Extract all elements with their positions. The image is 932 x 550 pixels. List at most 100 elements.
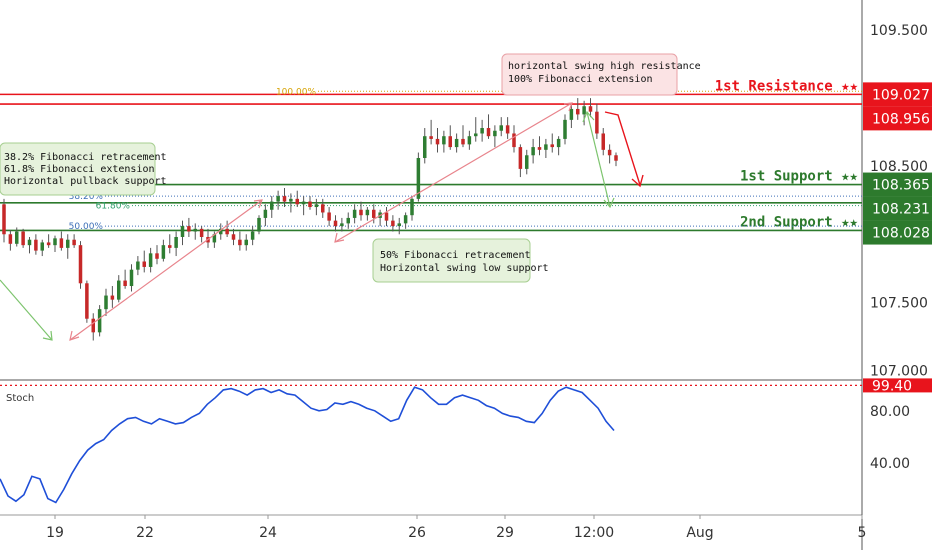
candle-body: [346, 217, 351, 224]
candle-body: [155, 253, 159, 259]
key-level-name: 1st Resistance ★★: [715, 78, 859, 94]
candle-body: [467, 136, 472, 145]
candle-body: [505, 125, 510, 134]
callout-top-box: [501, 53, 678, 96]
candle-body: [410, 198, 414, 216]
candle-body: [454, 138, 459, 148]
stoch-axis-tick: 40.00: [870, 456, 910, 472]
candle-body: [34, 239, 38, 251]
red-arrow-head: [631, 174, 644, 188]
candle-body: [142, 261, 147, 267]
stoch-overbought-tag-text: 99.40: [872, 378, 912, 394]
price-level-tag: [863, 220, 932, 245]
candle-body: [569, 108, 574, 120]
candle-body: [537, 147, 542, 150]
candle-body: [352, 209, 357, 218]
callout-top-line-2: 100% Fibonacci extension: [508, 74, 653, 85]
arrowhead-1a: [69, 330, 80, 341]
red-projection-arrow: [604, 111, 644, 188]
time-axis-tick: Aug: [686, 525, 713, 541]
candle-body: [218, 228, 223, 235]
candle-body: [8, 234, 13, 244]
candle-body: [473, 133, 478, 137]
candle-body: [340, 223, 344, 227]
candle-body: [231, 234, 236, 240]
candle-body: [85, 283, 89, 319]
callout-top: horizontal swing high resistance 100% Fi…: [501, 53, 701, 96]
green-arrows: [0, 110, 615, 341]
callout-left-line-2: 61.8% Fibonacci extension: [4, 164, 155, 175]
candle-body: [97, 309, 102, 333]
down-arrow-left: [0, 279, 53, 341]
candle-body: [397, 223, 402, 227]
callout-left: 38.2% Fibonacci retracement 61.8% Fibona…: [0, 142, 167, 196]
down-arrow-left-head: [42, 330, 53, 341]
fibonacci-lines: 100.00% 38.20%61.80% 50.00%: [69, 87, 862, 232]
candle-body: [582, 106, 586, 115]
key-level-name: 2nd Support ★★: [740, 214, 859, 230]
stoch-overbought-tag: [863, 378, 932, 393]
candle-body: [263, 209, 268, 218]
price-axis-tick: 109.500: [870, 23, 928, 39]
fibonacci-label: 38.20%: [69, 192, 104, 202]
fibonacci-label: 100.00%: [276, 87, 316, 97]
candle-body: [104, 295, 108, 310]
candle-body: [518, 147, 523, 169]
price-axis-labels: 109.027 108.956 108.365 108.231 108.028 109.5…: [863, 23, 932, 379]
candle-body: [493, 130, 497, 137]
price-axis-tick: 108.500: [870, 159, 928, 175]
price-level-tag: [863, 82, 932, 107]
candle-body: [295, 198, 300, 205]
time-axis-tick: 12:00: [574, 525, 614, 541]
time-axis-tick: 22: [136, 525, 154, 541]
candlestick-series: [2, 98, 618, 341]
trend-arrows: [69, 102, 573, 341]
candle-body: [244, 239, 249, 246]
candle-body: [588, 106, 593, 112]
price-level-tag-text: 109.027: [872, 87, 930, 103]
uptrend-arrow-2: [334, 102, 573, 243]
candle-body: [78, 245, 83, 284]
candle-body: [422, 136, 427, 158]
candle-body: [499, 125, 504, 131]
candle-body: [167, 245, 172, 248]
candle-body: [116, 280, 121, 300]
candle-body: [289, 198, 293, 202]
candle-body: [225, 228, 229, 235]
candle-body: [391, 220, 395, 227]
price-axis-tick: 107.000: [870, 363, 928, 379]
up-arrow-right-head: [582, 110, 595, 123]
price-level-tag: [863, 172, 932, 197]
candle-body: [193, 228, 198, 232]
time-axis-tick: 19: [46, 525, 64, 541]
candle-body: [2, 204, 6, 235]
candle-body: [524, 155, 529, 169]
candle-body: [480, 128, 484, 134]
candle-body: [512, 133, 516, 148]
candle-body: [174, 236, 178, 248]
callout-mid-box: [372, 238, 531, 283]
candle-body: [371, 209, 376, 218]
price-level-tag-text: 108.365: [872, 178, 930, 194]
candle-body: [327, 212, 331, 221]
candle-body: [563, 119, 567, 139]
callout-top-line-1: horizontal swing high resistance: [508, 61, 701, 72]
candle-body: [123, 280, 127, 287]
candle-body: [448, 136, 453, 148]
price-axis-tick: 107.500: [870, 295, 928, 311]
candle-body: [212, 234, 217, 243]
callout-left-line-1: 38.2% Fibonacci retracement: [4, 152, 167, 163]
uptrend-arrow-1: [69, 199, 263, 341]
candle-body: [27, 239, 32, 246]
key-level-name: 1st Support ★★: [740, 169, 859, 185]
candle-body: [595, 111, 599, 134]
arrowhead-2b: [563, 102, 573, 112]
callout-mid: 50% Fibonacci retracement Horizontal swi…: [372, 238, 549, 283]
candle-body: [72, 239, 76, 246]
arrowhead-2a: [334, 232, 345, 243]
candle-body: [531, 147, 535, 156]
candle-body: [575, 108, 580, 115]
down-arrow-right-head: [603, 197, 615, 209]
candle-body: [91, 318, 96, 333]
